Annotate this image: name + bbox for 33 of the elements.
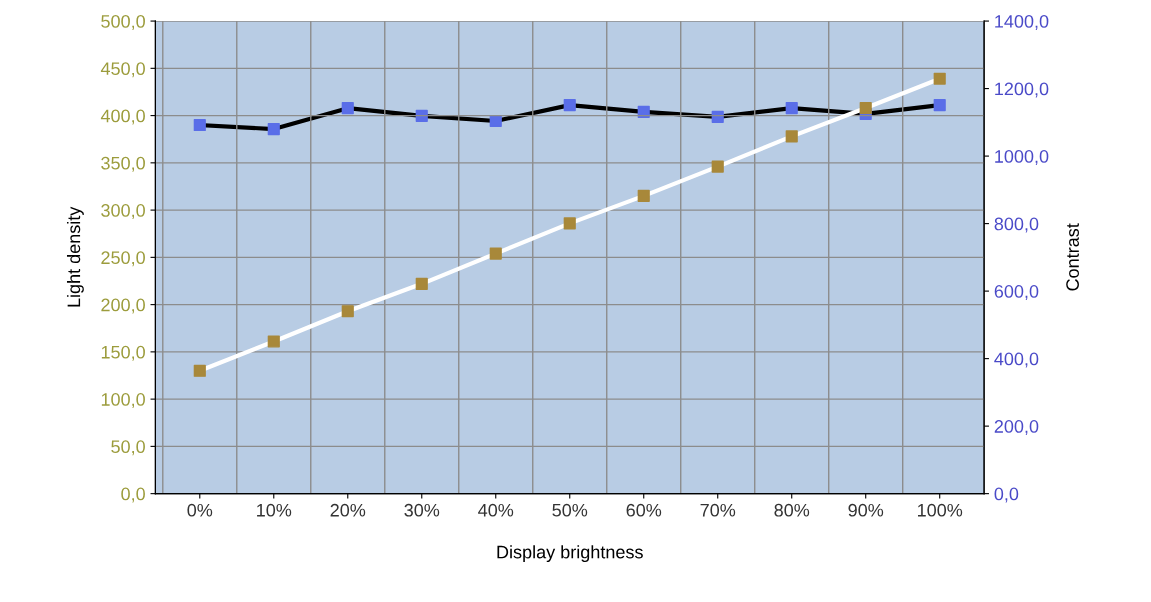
y-tick-label: 350,0 [101,156,145,172]
y2-tick-label: 0,0 [994,487,1019,503]
y2-tick-label: 1400,0 [995,15,1049,30]
y-tick-label: 450,0 [100,62,145,78]
x-tick-label: 80% [774,503,810,517]
x-tick-label: 30% [404,503,440,517]
y-tick-label: 300,0 [101,204,145,219]
y2-tick-label: 600,0 [994,285,1039,300]
x-tick-label: 40% [478,503,514,517]
y-tick-label: 100,0 [101,393,145,408]
y-tick-label: 400,0 [100,109,145,125]
x-tick-label: 90% [848,503,884,517]
y-tick-label: 250,0 [101,251,145,267]
x-tick-label: 0% [187,503,213,517]
y-tick-label: 50,0 [111,440,145,456]
x-tick-label: 70% [700,503,736,517]
y2-tick-label: 400,0 [994,352,1039,368]
y2-tick-label: 200,0 [994,420,1039,435]
y-tick-label: 150,0 [101,345,145,361]
y-tick-label: 200,0 [101,298,145,314]
x-axis-title: Display brightness [497,545,643,563]
x-tick-label: 50% [552,503,588,517]
x-tick-label: 60% [626,503,662,517]
y-axis-title: Light density [66,206,84,307]
y2-tick-label: 1000,0 [995,150,1049,165]
y2-tick-label: 1200,0 [995,82,1049,98]
x-tick-label: 20% [330,503,366,517]
y-tick-label: 0,0 [121,487,145,503]
x-tick-label: 100% [918,503,963,517]
y2-axis-title: Contrast [1066,223,1079,291]
y-tick-label: 500,0 [101,15,145,30]
x-tick-label: 10% [257,503,292,517]
y2-tick-label: 800,0 [994,217,1039,233]
